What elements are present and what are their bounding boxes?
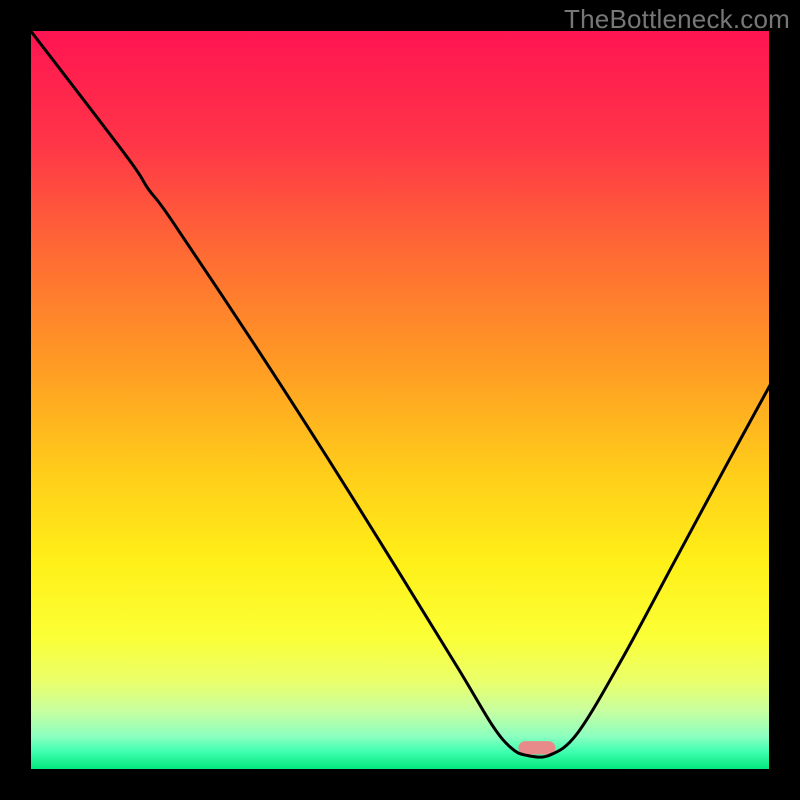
chart-root: TheBottleneck.com xyxy=(0,0,800,800)
plot-gradient-background xyxy=(30,30,770,770)
bottleneck-chart xyxy=(0,0,800,800)
optimal-marker xyxy=(518,741,555,754)
watermark-text: TheBottleneck.com xyxy=(564,4,790,35)
